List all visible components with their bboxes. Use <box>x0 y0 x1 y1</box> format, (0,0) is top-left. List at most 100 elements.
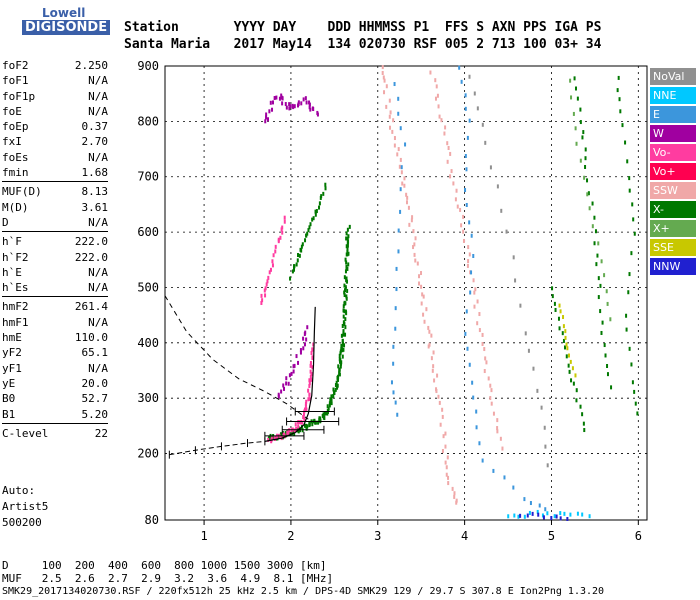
echo-point <box>342 347 345 352</box>
echo-point <box>335 380 338 385</box>
echo-point <box>418 274 421 279</box>
echo-point <box>295 426 298 431</box>
echo-point <box>341 354 344 359</box>
echo-point <box>412 229 415 234</box>
echo-point <box>462 214 465 219</box>
echo-point <box>616 88 619 93</box>
echo-point <box>489 165 492 170</box>
echo-point <box>574 373 577 378</box>
echo-point <box>455 498 458 503</box>
echo-point <box>464 153 467 158</box>
echo-point <box>609 317 612 322</box>
echo-point <box>283 219 286 224</box>
param-row: foF1 N/A <box>2 73 108 88</box>
echo-point <box>466 263 469 268</box>
echo-point <box>621 123 624 128</box>
param-key: foF1 <box>2 74 29 88</box>
echo-point <box>397 111 400 116</box>
echo-point <box>346 236 349 241</box>
echo-point <box>342 314 345 319</box>
echo-point <box>442 434 445 439</box>
echo-point <box>439 422 442 427</box>
echo-point <box>299 350 302 355</box>
echo-point <box>579 158 582 163</box>
echo-point <box>322 191 325 196</box>
echo-point <box>293 363 296 368</box>
echo-point <box>467 245 470 250</box>
echo-point <box>314 420 317 425</box>
echo-point <box>308 397 311 402</box>
echo-point <box>298 253 301 258</box>
echo-point <box>392 361 395 366</box>
echo-point <box>305 407 308 412</box>
echo-point <box>327 406 330 411</box>
echo-point <box>308 378 311 383</box>
echo-point <box>346 243 349 248</box>
echo-point <box>399 126 402 131</box>
echo-point <box>449 151 452 156</box>
echo-point <box>422 312 425 317</box>
echo-point <box>481 122 484 127</box>
echo-point <box>591 201 594 206</box>
echo-point <box>524 331 527 336</box>
x-tick-label: 4 <box>461 529 468 543</box>
echo-point <box>632 217 635 222</box>
y-tick-label: 400 <box>137 336 159 350</box>
echo-point <box>487 376 490 381</box>
param-row: yF1 N/A <box>2 361 108 376</box>
echo-point <box>280 389 283 394</box>
echo-point <box>339 358 342 363</box>
x-tick-label: 6 <box>635 529 642 543</box>
echo-point <box>304 404 307 409</box>
echo-point <box>334 383 337 388</box>
echo-point <box>404 142 407 147</box>
echo-point <box>339 349 342 354</box>
legend-item: X- <box>650 201 696 218</box>
echo-point <box>562 324 565 329</box>
echo-point <box>603 343 606 348</box>
param-value: 110.0 <box>74 331 108 345</box>
echo-point <box>437 104 440 109</box>
param-row: foF2 2.250 <box>2 58 108 73</box>
echo-point <box>464 188 467 193</box>
echo-point <box>631 202 634 207</box>
echo-point <box>546 463 549 468</box>
echo-point <box>586 192 589 197</box>
echo-point <box>343 283 346 288</box>
echo-point <box>410 218 413 223</box>
plot-frame <box>164 65 648 521</box>
echo-point <box>340 333 343 338</box>
echo-point <box>558 303 561 308</box>
echo-point <box>342 332 345 337</box>
echo-point <box>303 417 306 422</box>
echo-point <box>573 76 576 81</box>
echo-point <box>343 292 346 297</box>
echo-point <box>574 126 577 131</box>
echo-point <box>264 286 267 291</box>
echo-point <box>540 405 543 410</box>
echo-point <box>265 112 268 117</box>
legend-item: E <box>650 106 696 123</box>
echo-point <box>292 369 295 374</box>
echo-point <box>455 500 458 505</box>
echo-point <box>565 354 568 359</box>
echo-point <box>397 249 400 254</box>
echo-point <box>484 356 487 361</box>
echo-point <box>553 514 556 519</box>
echo-point <box>309 107 312 112</box>
echo-point <box>564 329 567 334</box>
echo-point <box>568 369 571 374</box>
echo-point <box>425 307 428 312</box>
echo-point <box>597 295 600 300</box>
param-value: 1.68 <box>81 166 109 180</box>
echo-point <box>445 472 448 477</box>
echo-point <box>600 259 603 264</box>
echo-point <box>309 374 312 379</box>
echo-point <box>558 326 561 331</box>
footer-d-row: D 100 200 400 600 800 1000 1500 3000 [km… <box>2 559 327 572</box>
echo-point <box>266 279 269 284</box>
echo-point <box>447 145 450 150</box>
echo-point <box>273 435 276 440</box>
echo-point <box>563 345 566 350</box>
echo-point <box>277 237 280 242</box>
